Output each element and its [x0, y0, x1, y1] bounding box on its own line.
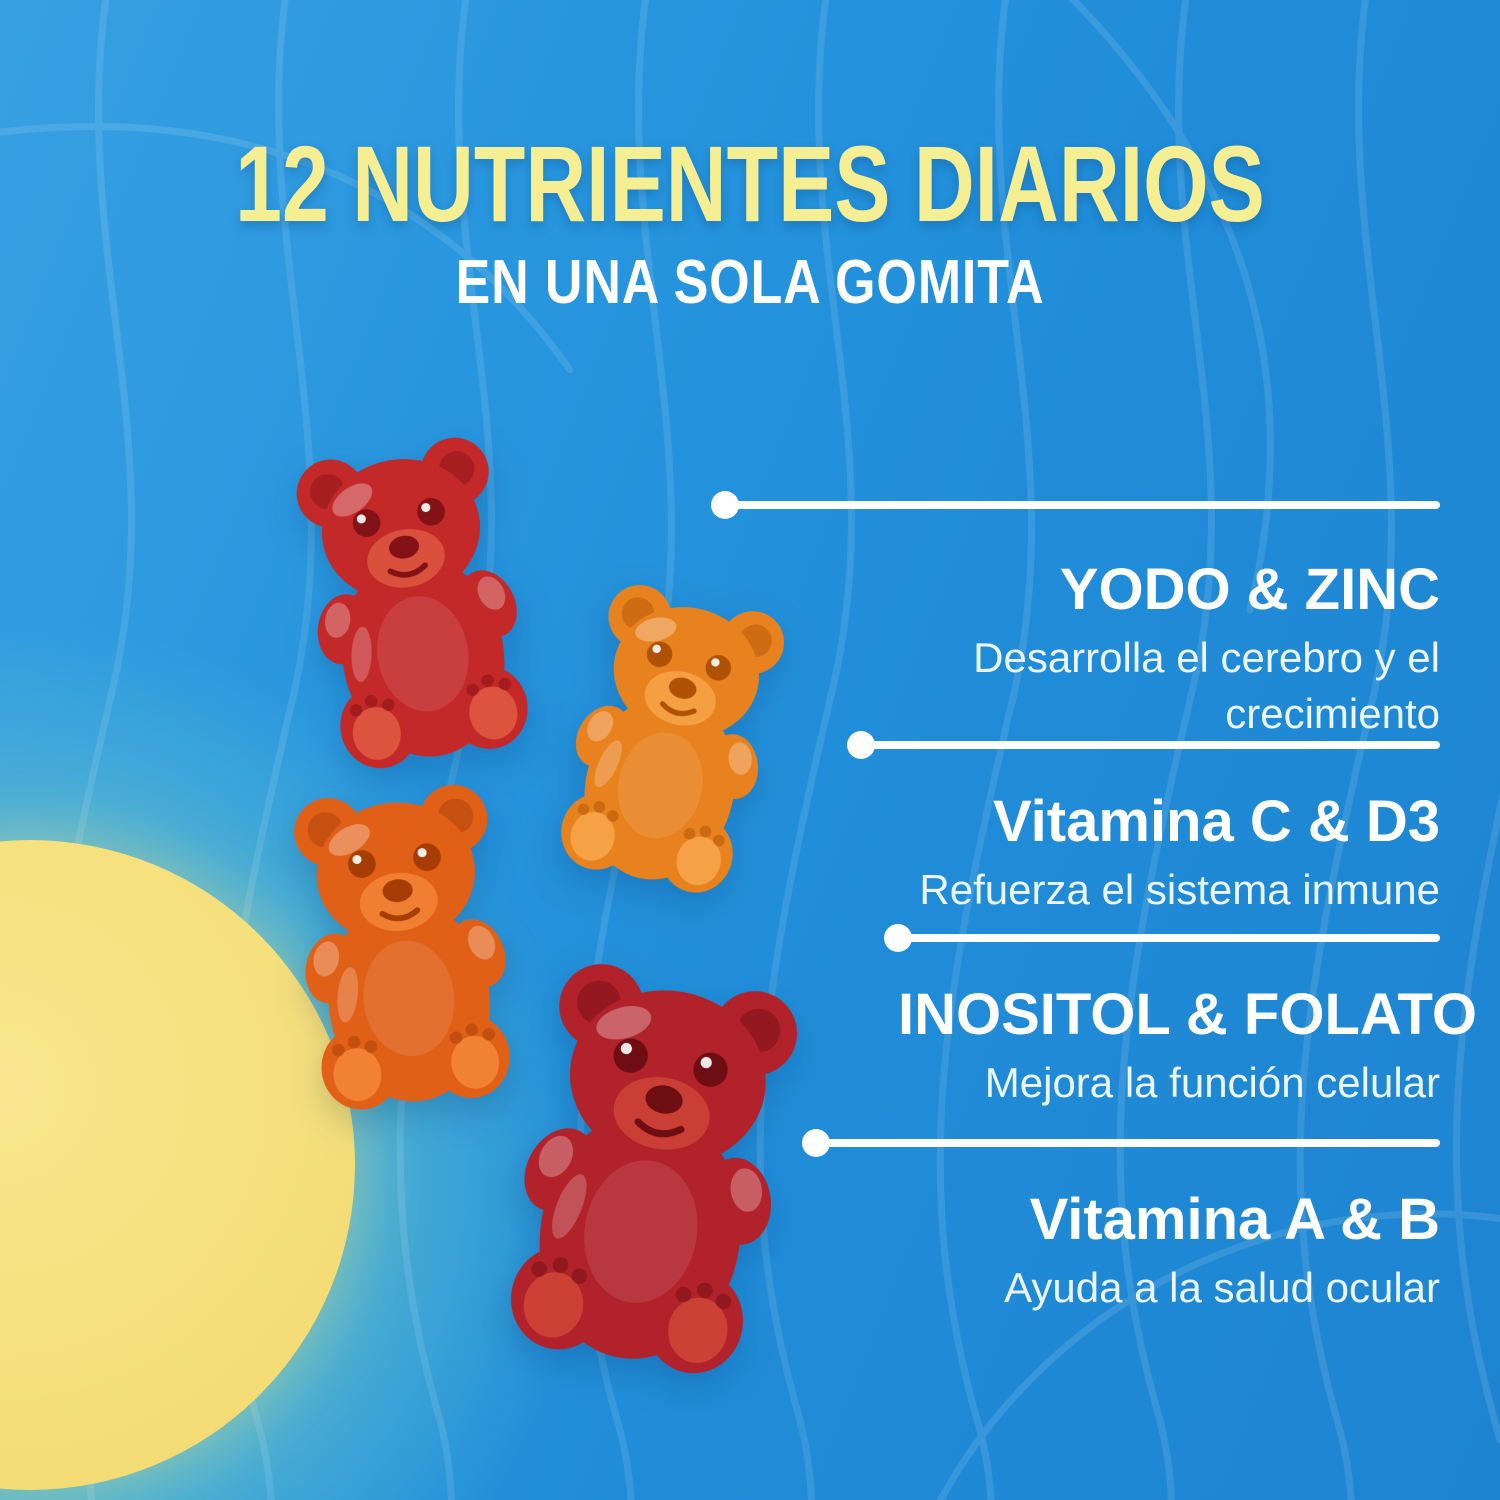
- callout-description: Desarrolla el cerebro y el crecimiento: [973, 634, 1440, 737]
- connector-dot: [802, 1129, 830, 1157]
- callout-yodo-zinc: YODO & ZINC Desarrolla el cerebro y el c…: [711, 491, 1440, 741]
- callout-heading: Vitamina C & D3: [993, 789, 1440, 854]
- page-subtitle: EN UNA SOLA GOMITA: [455, 248, 1045, 317]
- amber-gummy-bear-icon: [278, 780, 529, 1115]
- connector-dot: [711, 491, 739, 519]
- callout-description: Ayuda a la salud ocular: [1004, 1264, 1440, 1312]
- callout-vitamina-c-d3: Vitamina C & D3 Refuerza el sistema inmu…: [847, 731, 1440, 918]
- callout-connector-line: [847, 731, 1440, 759]
- connector-dot: [884, 924, 912, 952]
- callout-connector-line: [802, 1129, 1440, 1157]
- callout-vitamina-a-b: Vitamina A & B Ayuda a la salud ocular: [802, 1129, 1440, 1316]
- callout-connector-line: [711, 491, 1440, 519]
- header: 12 NUTRIENTES DIARIOS EN UNA SOLA GOMITA: [0, 130, 1500, 314]
- page-title: 12 NUTRIENTES DIARIOS: [235, 123, 1265, 244]
- callout-heading: INOSITOL & FOLATO: [898, 982, 1477, 1047]
- callout-heading: YODO & ZINC: [1059, 557, 1440, 622]
- connector-dot: [847, 731, 875, 759]
- callout-inositol-folato: INOSITOL & FOLATO Mejora la función celu…: [884, 924, 1477, 1111]
- callout-connector-line: [884, 924, 1440, 952]
- callout-description: Mejora la función celular: [984, 1059, 1440, 1107]
- callout-heading: Vitamina A & B: [1029, 1187, 1440, 1252]
- callout-description: Refuerza el sistema inmune: [919, 866, 1440, 914]
